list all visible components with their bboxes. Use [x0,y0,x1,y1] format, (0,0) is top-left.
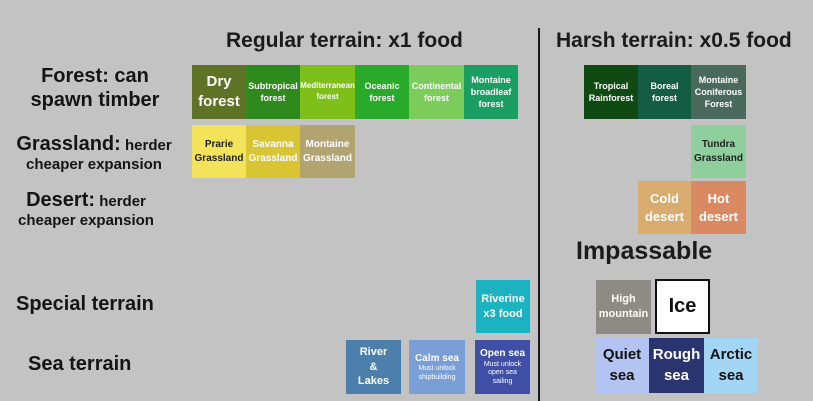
tile-line: Open sea [479,348,526,360]
tile-prarie-grassland: Prarie Grassland [192,125,246,178]
tile-line: sea [609,366,635,384]
forest-label-line1: Forest: can [41,65,149,87]
tile-subtext: shipbuilding [418,373,456,381]
tile-subtext: open sea [488,369,517,377]
forest-label-line2: spawn timber [30,89,160,111]
tile-line: Dry [206,72,232,90]
tile-line: Arctic [709,346,753,364]
forest-row-label: Forest: can spawn timber [10,64,180,112]
tile-line: Calm sea [415,352,459,364]
tile-line: & [369,360,378,373]
tile-line: Rough [652,346,701,364]
tile-line: desert [698,208,739,224]
tile-line: Hot [707,190,730,206]
tile-rough-sea: Rough sea [649,338,704,393]
tile-dry-forest: Dry forest [192,65,246,119]
tile-line: forest [316,92,339,101]
tile-riverine: Riverine x3 food [476,280,530,333]
desert-label-main: Desert: [26,189,96,211]
desert-row-label: Desert: herder cheaper expansion [0,188,172,230]
tile-line: sea [663,366,689,384]
grassland-label-tail: herder [120,137,172,154]
tile-montaine-broadleaf-forest: Montaine broadleaf forest [464,65,518,119]
grassland-row-label: Grassland: herder cheaper expansion [6,132,182,174]
tile-line: Mediterranean [300,81,355,91]
desert-label-line2: cheaper expansion [18,212,154,229]
grassland-label-line2: cheaper expansion [26,156,162,173]
tile-subtext: sailing [492,378,513,386]
tile-line: Savanna [252,139,294,150]
tile-line: Montaine [305,139,350,150]
tile-quiet-sea: Quiet sea [595,338,649,393]
tile-line: x3 food [483,307,523,320]
tile-line: Riverine [481,292,525,305]
tile-mediterranean-forest: Mediterranean forest [300,65,355,119]
tile-line: Boreal [650,80,679,91]
tile-line: Cold [650,190,679,206]
impassable-header: Impassable [576,237,713,265]
tile-ice: Ice [655,279,710,334]
sea-row-label: Sea terrain [28,352,131,376]
tile-line: Forest [704,99,733,110]
desert-label-tail: herder [95,193,146,210]
tile-line: Grassland [303,152,352,164]
tile-line: Coniferous [694,86,743,97]
column-divider [538,28,540,401]
special-row-label: Special terrain [16,292,154,316]
tile-subtropical-forest: Subtropical forest [246,65,300,119]
tile-tropical-rainforest: Tropical Rainforest [584,65,638,119]
tile-cold-desert: Cold desert [638,181,691,234]
tile-boreal-forest: Boreal forest [638,65,691,119]
tile-line: mountain [598,308,649,320]
tile-line: Rainforest [588,93,634,103]
tile-line: Quiet [602,346,642,364]
tile-hot-desert: Hot desert [691,181,746,234]
tile-line: forest [369,93,395,103]
harsh-terrain-header: Harsh terrain: x0.5 food [556,29,792,52]
tile-line: forest [651,93,677,103]
special-label: Special terrain [16,293,154,315]
tile-open-sea: Open sea Must unlock open sea sailing [475,340,530,394]
regular-terrain-header: Regular terrain: x1 food [226,29,463,52]
tile-line: forest [478,99,504,110]
tile-line: Prarie [204,139,234,150]
tile-line: Tundra [701,139,736,150]
tile-montaine-coniferous-forest: Montaine Coniferous Forest [691,65,746,119]
tile-calm-sea: Calm sea Must unlock shipbuilding [409,340,465,394]
tile-tundra-grassland: Tundra Grassland [691,125,746,178]
tile-line: sea [718,366,744,384]
tile-line: Tropical [593,80,629,91]
tile-line: broadleaf [470,86,512,97]
tile-line: Montaine [471,74,511,85]
tile-line: forest [260,93,286,103]
tile-line: desert [644,208,685,224]
tile-arctic-sea: Arctic sea [704,338,758,393]
tile-line: forest [423,93,449,103]
tile-continental-forest: Continental forest [409,65,464,119]
tile-line: Grassland [694,152,743,164]
tile-river-lakes: River & Lakes [346,340,401,394]
tile-high-mountain: High mountain [596,280,651,334]
tile-line: Lakes [357,375,390,388]
tile-line: Continental [411,80,462,91]
tile-line: Oceanic [364,80,400,91]
tile-line: forest [198,93,240,110]
tile-savanna-grassland: Savanna Grassland [246,125,300,178]
tile-line: River [359,345,388,358]
tile-line: Grassland [194,152,244,164]
tile-line: Grassland [248,152,298,164]
tile-subtext: Must unlock [483,360,522,368]
tile-line: Ice [668,295,697,317]
tile-subtext: Must unlock [418,365,456,372]
sea-label: Sea terrain [28,353,132,375]
grassland-label-main: Grassland: [16,133,121,155]
tile-line: Montaine [698,74,739,85]
tile-oceanic-forest: Oceanic forest [355,65,409,119]
tile-montaine-grassland: Montaine Grassland [300,125,355,178]
tile-line: Subtropical [248,80,298,91]
tile-line: High [611,293,636,306]
